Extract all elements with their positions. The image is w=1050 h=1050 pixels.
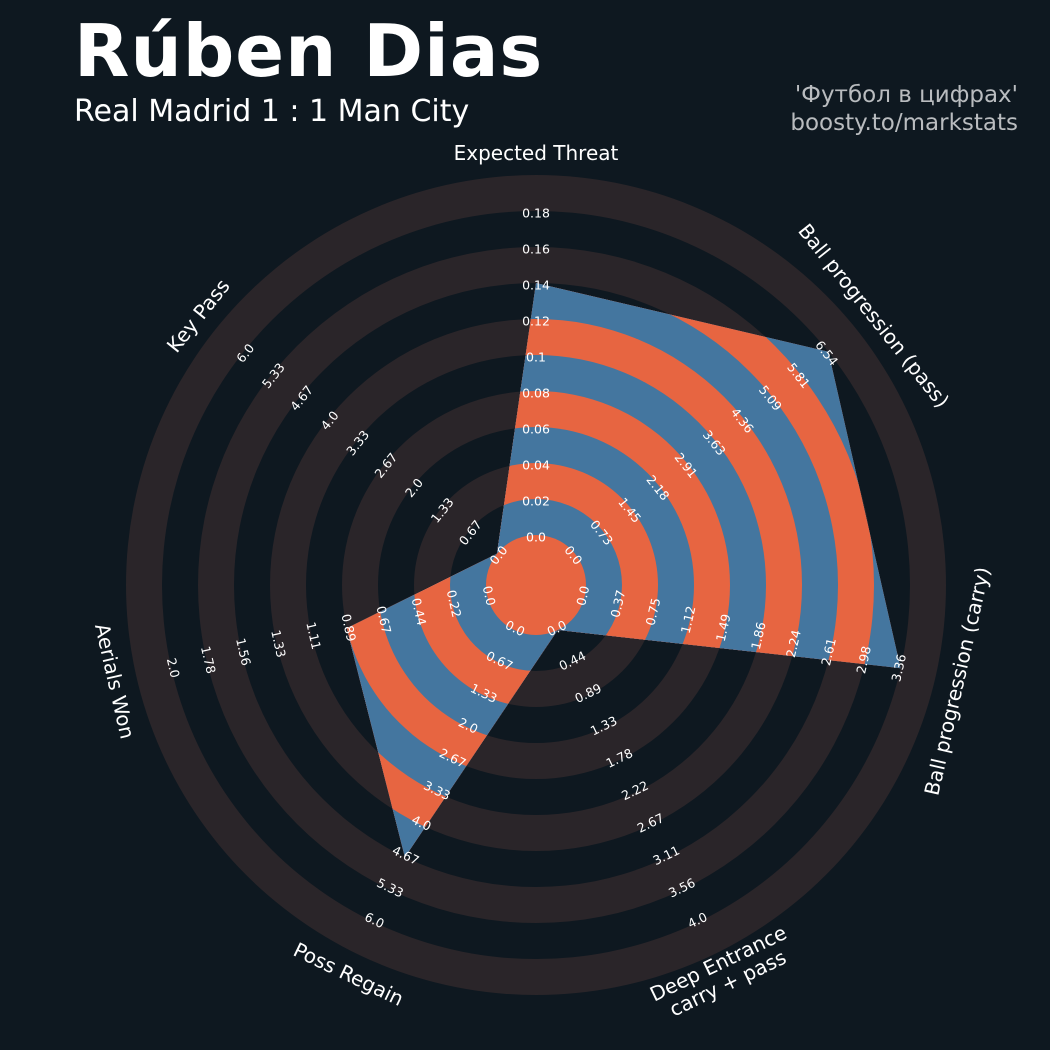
tick-label: 0.0 [573,584,592,607]
tick-label: 1.56 [233,637,254,668]
tick-label: 0.44 [409,596,430,627]
tick-label: 2.0 [164,656,183,679]
player-name: Rúben Dias [74,9,544,93]
match-title: Real Madrid 1 : 1 Man City [74,94,470,129]
tick-label: 0.0 [526,530,546,545]
credit-url: boosty.to/markstats [790,110,1018,136]
tick-label: 2.24 [783,628,804,659]
tick-label: 0.16 [522,242,550,257]
tick-label: 1.78 [198,645,219,676]
tick-label: 0.06 [522,422,550,437]
tick-label: 0.04 [522,458,550,473]
data-band-0 [486,535,586,635]
tick-label: 1.33 [268,628,289,658]
tick-label: 0.14 [522,278,550,293]
tick-label: 0.0 [480,584,499,607]
tick-label: 0.75 [643,596,664,626]
tick-label: 1.49 [713,612,734,643]
tick-label: 2.98 [853,645,874,676]
tick-label: 0.02 [522,494,550,509]
tick-label: 0.1 [526,350,546,365]
credit-title: 'Футбол в цифрах' [794,82,1018,108]
tick-label: 0.22 [444,588,465,618]
tick-label: 0.18 [522,206,550,221]
tick-label: 0.08 [522,386,550,401]
tick-label: 1.86 [748,620,769,651]
tick-label: 0.67 [373,604,394,634]
tick-label: 1.11 [303,620,324,650]
tick-label: 0.37 [607,588,628,618]
tick-label: 0.89 [338,612,359,643]
tick-label: 2.61 [818,637,839,667]
tick-label: 1.12 [678,604,699,634]
tick-label: 3.36 [888,653,909,684]
param-label: Expected Threat [454,141,619,165]
tick-label: 0.12 [522,314,550,329]
